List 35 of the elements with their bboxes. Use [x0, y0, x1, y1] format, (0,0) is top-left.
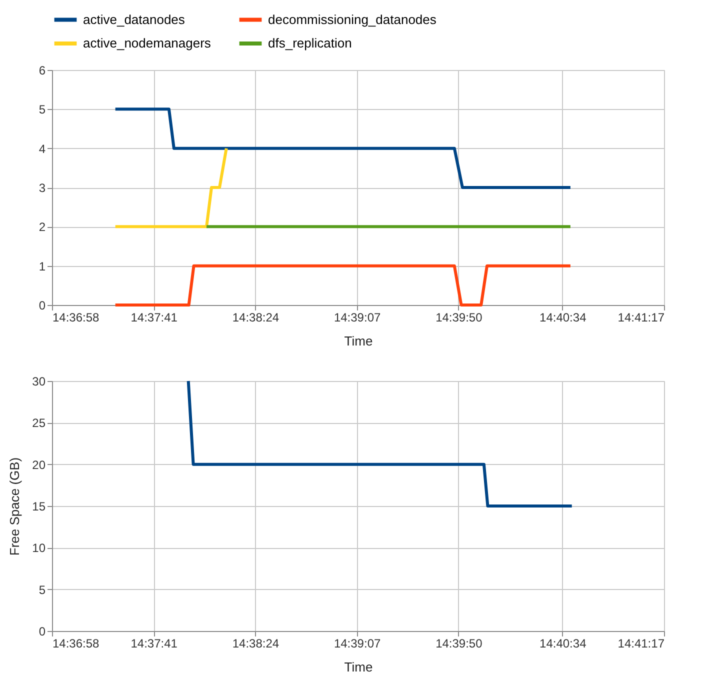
y-axis-title: Free Space (GB): [7, 457, 22, 556]
x-tick-label: 14:40:34: [540, 310, 587, 324]
x-tick-label: 14:36:58: [52, 636, 100, 650]
y-tick-label: 1: [38, 259, 46, 274]
x-tick-label: 14:36:58: [52, 310, 100, 324]
y-tick-label: 4: [38, 142, 46, 156]
y-tick-label: 5: [38, 582, 46, 597]
x-tick-label: 14:40:34: [540, 636, 587, 650]
x-tick-label: 14:38:24: [232, 310, 280, 324]
y-tick-label: 20: [32, 458, 46, 472]
y-tick-label: 10: [32, 541, 46, 556]
legend-label: dfs_replication: [268, 36, 352, 50]
y-tick-label: 5: [38, 102, 46, 117]
x-tick-label: 14:38:24: [232, 636, 280, 650]
x-tick-label: 14:39:50: [436, 636, 483, 650]
x-axis-title: Time: [344, 334, 373, 348]
y-tick-label: 30: [32, 374, 46, 388]
legend-label: active_datanodes: [83, 12, 186, 27]
x-tick-label: 14:37:41: [130, 636, 178, 650]
y-tick-label: 0: [38, 298, 46, 312]
x-tick-label: 14:39:07: [334, 310, 381, 324]
legend-label: decommissioning_datanodes: [268, 12, 437, 27]
x-axis-title: Time: [344, 660, 373, 674]
y-tick-label: 6: [38, 64, 46, 78]
x-tick-label: 14:39:50: [436, 310, 483, 324]
y-tick-label: 25: [32, 416, 46, 430]
y-tick-label: 2: [38, 220, 46, 234]
y-tick-label: 3: [38, 181, 46, 195]
x-tick-label: 14:39:07: [334, 636, 381, 650]
x-tick-label: 14:37:41: [130, 310, 178, 324]
y-tick-label: 15: [32, 500, 46, 514]
y-tick-label: 0: [38, 624, 46, 638]
x-tick-label: 14:41:17: [618, 310, 665, 324]
x-tick-label: 14:41:17: [618, 636, 665, 650]
legend-label: active_nodemanagers: [83, 36, 212, 50]
